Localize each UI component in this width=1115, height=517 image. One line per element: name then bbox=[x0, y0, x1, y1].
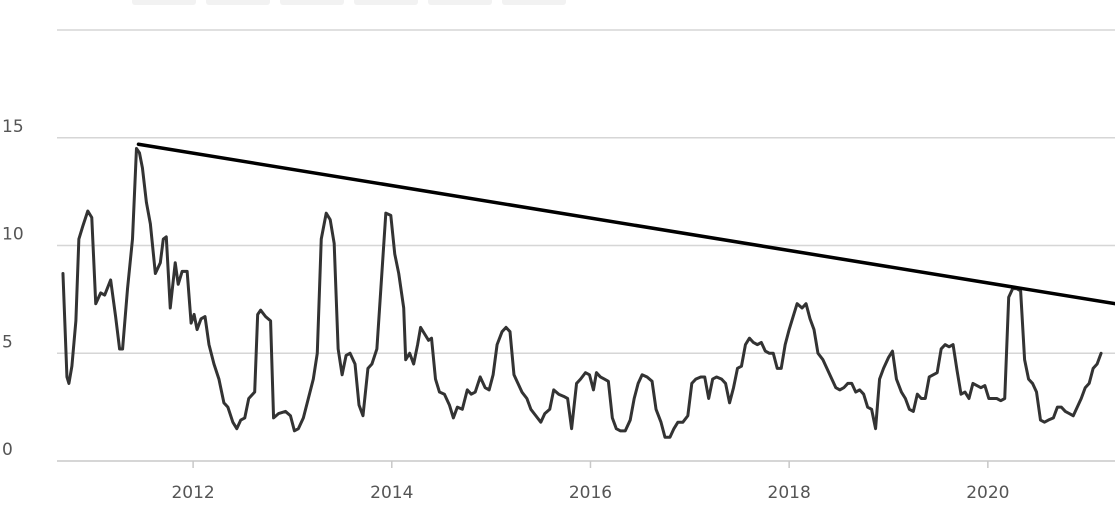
x-tick-label: 2016 bbox=[569, 483, 612, 503]
y-tick-label: 10 bbox=[2, 225, 24, 245]
y-tick-label: 15 bbox=[2, 117, 24, 137]
toolbar-button[interactable] bbox=[132, 0, 196, 5]
y-tick-label: 5 bbox=[2, 332, 13, 352]
toolbar-button[interactable] bbox=[354, 0, 418, 5]
x-tick-label: 2020 bbox=[966, 483, 1009, 503]
x-tick-label: 2012 bbox=[171, 483, 214, 503]
toolbar-button[interactable] bbox=[428, 0, 492, 5]
toolbar-button[interactable] bbox=[502, 0, 566, 5]
data-line bbox=[61, 147, 1103, 439]
toolbar bbox=[132, 0, 566, 5]
toolbar-button[interactable] bbox=[280, 0, 344, 5]
trend-line bbox=[136, 142, 1115, 306]
toolbar-button[interactable] bbox=[206, 0, 270, 5]
y-tick-label: 0 bbox=[2, 440, 13, 460]
x-tick-label: 2018 bbox=[768, 483, 811, 503]
x-tick-label: 2014 bbox=[370, 483, 413, 503]
